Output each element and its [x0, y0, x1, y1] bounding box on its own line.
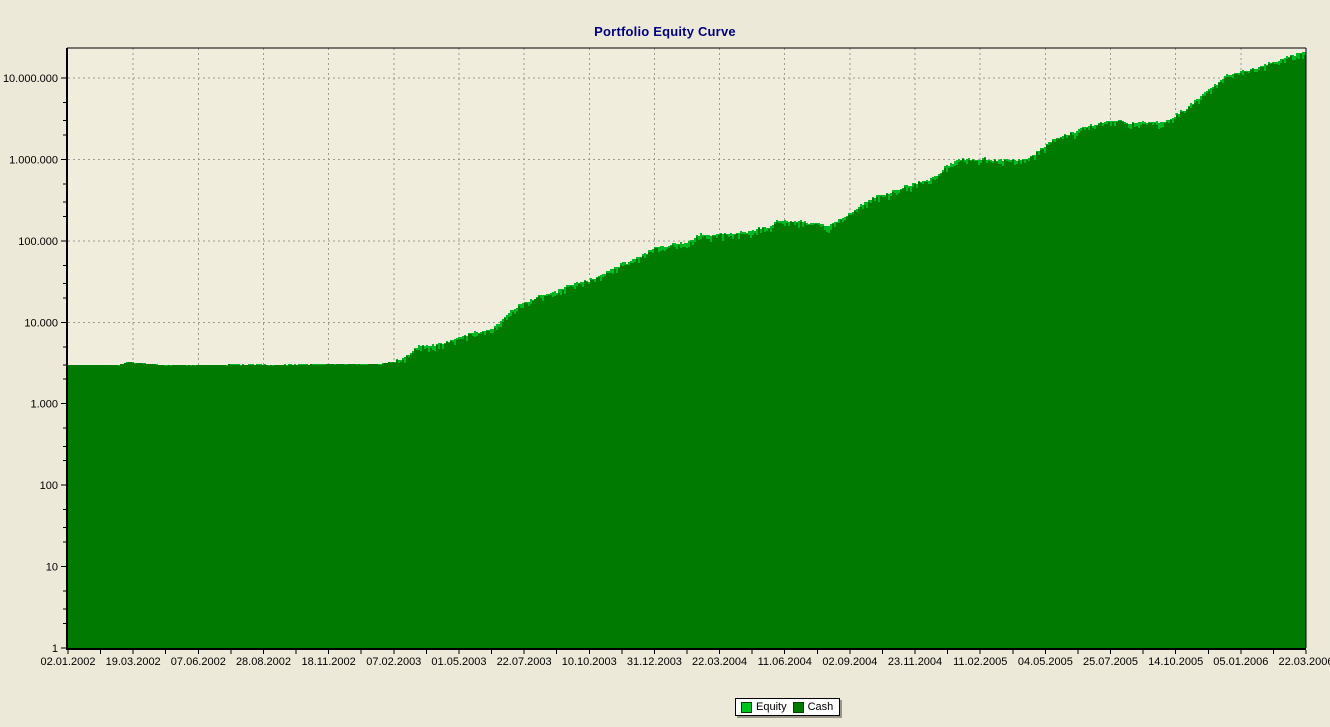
legend: Equity Cash — [735, 698, 841, 716]
legend-item-cash: Cash — [792, 701, 834, 713]
x-tick-label: 01.05.2003 — [431, 656, 486, 668]
y-tick-label: 1 — [52, 643, 58, 655]
x-tick-label: 11.06.2004 — [758, 656, 812, 668]
y-tick-label: 100.000 — [18, 236, 58, 248]
y-tick-label: 10.000 — [24, 317, 58, 329]
x-tick-label: 02.01.2002 — [40, 656, 95, 668]
y-axis-tick-labels: 1 10 100 1.000 10.000 100.000 1.000.000 10.000.… — [3, 73, 58, 655]
x-tick-label: 14.10.2005 — [1148, 656, 1203, 668]
legend-cash-label: Cash — [807, 701, 834, 713]
x-tick-label: 04.05.2005 — [1018, 656, 1073, 668]
x-tick-label: 18.11.2002 — [302, 656, 356, 668]
y-tick-label: 1.000 — [30, 399, 58, 411]
x-tick-label: 22.03.2006 — [1278, 656, 1330, 668]
x-tick-label: 19.03.2002 — [106, 656, 161, 668]
x-tick-label: 11.02.2005 — [953, 656, 1007, 668]
x-tick-label: 25.07.2005 — [1083, 656, 1138, 668]
x-axis-tick-marks — [67, 650, 1307, 654]
y-tick-label: 1.000.000 — [9, 154, 58, 166]
x-tick-label: 23.11.2004 — [888, 656, 942, 668]
y-axis-tick-marks — [61, 77, 66, 649]
x-tick-label: 28.08.2002 — [236, 656, 291, 668]
y-tick-label: 10 — [46, 562, 58, 574]
legend-item-equity: Equity — [741, 701, 787, 713]
y-tick-label: 100 — [40, 480, 58, 492]
equity-swatch-icon — [741, 701, 752, 713]
plot-border — [66, 47, 1307, 650]
x-tick-label: 22.07.2003 — [497, 656, 552, 668]
cash-area — [68, 54, 1306, 648]
x-tick-label: 07.02.2003 — [366, 656, 421, 668]
x-axis-tick-labels: 02.01.2002 19.03.2002 07.06.2002 28.08.2002… — [40, 656, 1330, 668]
x-tick-label: 05.01.2006 — [1213, 656, 1268, 668]
x-tick-label: 31.12.2003 — [627, 656, 682, 668]
x-tick-label: 22.03.2004 — [692, 656, 747, 668]
legend-equity-label: Equity — [756, 701, 787, 713]
y-tick-label: 10.000.000 — [3, 73, 58, 85]
cash-swatch-icon — [792, 701, 804, 713]
chart-title: Portfolio Equity Curve — [594, 24, 736, 39]
x-tick-label: 10.10.2003 — [562, 656, 617, 668]
x-tick-label: 07.06.2002 — [171, 656, 226, 668]
x-tick-label: 02.09.2004 — [822, 656, 877, 668]
